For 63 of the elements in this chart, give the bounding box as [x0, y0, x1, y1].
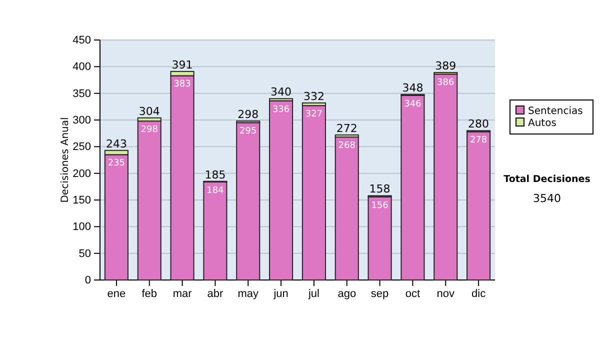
y-tick-label: 350 — [72, 88, 91, 100]
data-label: 235 — [108, 158, 126, 169]
total-label: 280 — [468, 118, 490, 131]
x-tick-label: mar — [172, 288, 192, 300]
total-label: 332 — [303, 90, 324, 103]
bar — [434, 74, 458, 280]
y-tick-label: 150 — [72, 194, 91, 207]
total-label: 243 — [106, 137, 127, 150]
legend-label: Autos — [528, 118, 556, 129]
x-tick-label: ene — [107, 288, 126, 300]
data-label: 184 — [206, 186, 224, 196]
total-label: 340 — [270, 86, 292, 99]
bar — [104, 154, 128, 280]
bar — [334, 136, 359, 280]
data-label: 298 — [140, 125, 158, 136]
bar — [269, 100, 294, 280]
x-tick-label: ago — [338, 288, 356, 300]
total-label: 158 — [369, 182, 390, 196]
data-label: 295 — [240, 126, 257, 137]
text: Total Decisiones — [504, 174, 591, 185]
bar — [466, 131, 491, 280]
total-label: 391 — [172, 58, 193, 72]
data-label: 327 — [305, 110, 323, 120]
y-tick-label: 450 — [72, 34, 91, 47]
data-label: 383 — [174, 80, 191, 90]
total-label: 185 — [204, 168, 226, 182]
y-tick-label: 100 — [72, 221, 91, 234]
total-label: 348 — [402, 81, 424, 94]
bar — [170, 75, 194, 280]
bar — [302, 105, 326, 280]
y-axis-title: Decisiones Anual — [60, 117, 71, 203]
y-tick-label: 50 — [78, 248, 91, 260]
data-label: 346 — [404, 99, 422, 110]
y-tick-label: 0 — [84, 274, 91, 287]
total-label: 298 — [238, 108, 259, 122]
y-tick-label: 250 — [72, 141, 91, 154]
total-label: 304 — [138, 104, 160, 118]
total-label: 389 — [435, 60, 456, 73]
data-label: 336 — [272, 104, 290, 115]
x-tick-label: sep — [370, 288, 389, 300]
y-tick-label: 200 — [72, 168, 91, 180]
x-tick-label: oct — [405, 288, 420, 300]
bar — [368, 196, 392, 280]
x-tick-label: jul — [307, 288, 320, 300]
text: 3540 — [533, 192, 561, 205]
bar — [137, 120, 162, 280]
x-tick-label: feb — [142, 288, 158, 300]
y-tick-label: 300 — [72, 114, 91, 127]
x-tick-label: nov — [436, 288, 455, 300]
bar — [400, 94, 425, 280]
data-label: 278 — [470, 136, 488, 146]
x-tick-label: may — [238, 288, 260, 300]
x-tick-label: abr — [207, 288, 224, 300]
x-tick-label: jun — [272, 288, 288, 300]
legend-label: Sentencias — [528, 106, 583, 117]
x-tick-label: dic — [472, 288, 486, 300]
y-tick-label: 400 — [72, 61, 91, 74]
data-label: 268 — [338, 141, 356, 152]
data-label: 386 — [437, 78, 454, 88]
bar — [203, 181, 228, 280]
bar — [236, 122, 260, 280]
data-label: 156 — [371, 200, 389, 211]
total-label: 272 — [336, 122, 358, 135]
